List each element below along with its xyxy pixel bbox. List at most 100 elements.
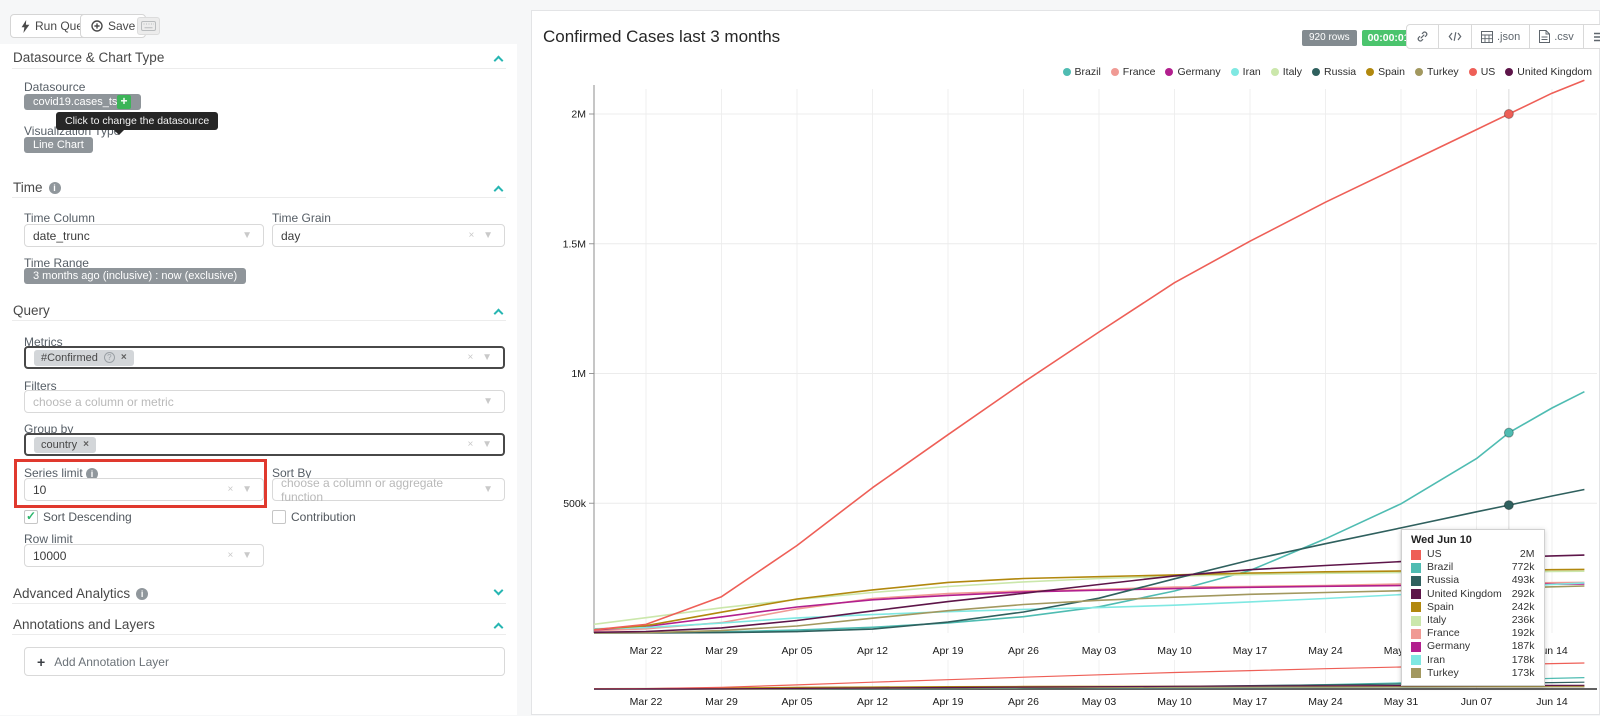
groupby-chip[interactable]: country × [34, 436, 96, 453]
time-grain-label: Time Grain [272, 211, 331, 225]
clear-and-chevron-icons[interactable]: × ▼ [227, 484, 255, 495]
metric-chip-label: #Confirmed [41, 351, 98, 364]
time-range-label: Time Range [24, 256, 89, 270]
legend-item-United Kingdom[interactable]: United Kingdom [1505, 66, 1592, 78]
time-grain-select[interactable]: day × ▼ [272, 224, 505, 247]
chevron-down-icon: ▼ [242, 230, 255, 241]
series-limit-select[interactable]: 10 × ▼ [24, 478, 264, 501]
legend-item-Spain[interactable]: Spain [1366, 66, 1405, 78]
legend-label: France [1122, 66, 1156, 78]
legend-item-Russia[interactable]: Russia [1312, 66, 1356, 78]
time-range-chip[interactable]: 3 months ago (inclusive) : now (exclusiv… [24, 268, 247, 284]
tooltip-color-swatch [1411, 642, 1421, 653]
legend-item-Italy[interactable]: Italy [1270, 66, 1303, 78]
tooltip-series-name: United Kingdom [1427, 587, 1502, 600]
chart-legend: Brazil France Germany Iran Italy Russia Spain T… [1062, 66, 1592, 78]
clear-and-chevron-icons[interactable]: × ▼ [467, 352, 495, 363]
groupby-select[interactable]: country × × ▼ [24, 433, 505, 456]
row-limit-label: Row limit [24, 532, 73, 546]
chevron-down-icon: ▼ [483, 396, 496, 407]
remove-icon[interactable]: × [83, 439, 89, 450]
tooltip-date: Wed Jun 10 [1411, 534, 1472, 546]
divider [12, 68, 506, 69]
tooltip-row: Italy 236k [1411, 614, 1535, 627]
legend-item-Germany[interactable]: Germany [1165, 66, 1221, 78]
code-icon [1448, 32, 1462, 41]
question-mark-icon: ? [103, 352, 115, 363]
sort-descending-checkbox[interactable] [24, 509, 38, 524]
tooltip-series-value: 772k [1511, 561, 1535, 574]
json-button-label: .json [1497, 30, 1521, 43]
context-x-axis-label: Mar 29 [705, 696, 738, 708]
row-limit-select[interactable]: 10000 × ▼ [24, 544, 264, 567]
time-column-label: Time Column [24, 211, 95, 225]
section-annotations-title[interactable]: Annotations and Layers [13, 617, 155, 632]
plus-icon: + [37, 653, 46, 670]
legend-label: United Kingdom [1517, 66, 1592, 78]
x-axis-label: May 17 [1233, 645, 1268, 657]
series-line-Russia[interactable] [571, 488, 1585, 634]
tooltip-series-name: Brazil [1427, 561, 1454, 574]
legend-dot [1230, 68, 1239, 76]
hover-dot-Brazil [1503, 427, 1514, 438]
metric-chip[interactable]: #Confirmed ? × [34, 349, 134, 366]
legend-dot [1062, 68, 1071, 76]
section-advanced-title[interactable]: Advanced Analytics i [13, 586, 149, 601]
viz-type-chip[interactable]: Line Chart [24, 137, 93, 153]
csv-button-label: .csv [1554, 30, 1574, 43]
context-x-axis-label: May 31 [1384, 696, 1419, 708]
add-annotation-layer-button[interactable]: + Add Annotation Layer [24, 647, 505, 676]
datasource-chip[interactable]: covid19.cases_ts ▼ [24, 94, 142, 110]
clear-and-chevron-icons[interactable]: × ▼ [467, 439, 495, 450]
tooltip-series-name: Germany [1427, 640, 1471, 653]
divider [12, 603, 506, 604]
legend-item-Turkey[interactable]: Turkey [1414, 66, 1459, 78]
tooltip-series-name: Spain [1427, 600, 1454, 613]
add-datasource-button[interactable]: + [117, 95, 131, 109]
legend-item-Brazil[interactable]: Brazil [1062, 66, 1101, 78]
divider [12, 320, 506, 321]
section-query-title[interactable]: Query [13, 303, 50, 318]
remove-icon[interactable]: × [120, 352, 127, 363]
tooltip-row: Spain 242k [1411, 601, 1535, 614]
filters-select[interactable]: choose a column or metric ▼ [24, 390, 505, 413]
section-time-title[interactable]: Time i [13, 180, 61, 195]
tooltip-series-value: 178k [1511, 653, 1535, 666]
context-x-axis-label: Apr 19 [933, 696, 964, 708]
link-icon [1417, 31, 1428, 42]
legend-item-France[interactable]: France [1110, 66, 1156, 78]
metrics-select[interactable]: #Confirmed ? × × ▼ [24, 346, 505, 369]
legend-dot [1165, 68, 1174, 76]
legend-item-Iran[interactable]: Iran [1230, 66, 1261, 78]
groupby-chip-label: country [41, 438, 78, 451]
tooltip-color-swatch [1411, 615, 1421, 626]
legend-label: Italy [1282, 66, 1303, 78]
tooltip-color-swatch [1411, 668, 1421, 679]
legend-dot [1366, 68, 1375, 76]
context-x-axis-label: Apr 05 [782, 696, 813, 708]
save-button[interactable]: Save [80, 14, 147, 38]
chart-menu-button[interactable] [1582, 24, 1600, 49]
tooltip-series-name: Italy [1427, 614, 1447, 627]
chart-title: Confirmed Cases last 3 months [543, 27, 781, 46]
keyboard-shortcuts-icon[interactable] [137, 17, 160, 35]
context-x-axis-label: Apr 12 [857, 696, 888, 708]
x-axis-label: May 24 [1308, 645, 1343, 657]
contribution-checkbox[interactable] [272, 510, 286, 524]
embed-code-button[interactable] [1438, 24, 1472, 49]
section-datasource-title[interactable]: Datasource & Chart Type [13, 50, 164, 65]
clear-and-chevron-icons[interactable]: × ▼ [227, 550, 255, 561]
sortby-label: Sort By [272, 466, 312, 480]
clear-and-chevron-icons[interactable]: × ▼ [468, 230, 496, 241]
series-line-US[interactable] [571, 79, 1585, 632]
filters-label: Filters [24, 379, 57, 393]
tooltip-series-value: 292k [1511, 587, 1535, 600]
sortby-select[interactable]: choose a column or aggregate function ▼ [272, 476, 505, 504]
tooltip-row: Germany 187k [1411, 640, 1535, 653]
legend-item-US[interactable]: US [1468, 66, 1495, 78]
info-icon: i [48, 181, 61, 194]
export-csv-button[interactable]: .csv [1529, 24, 1584, 49]
info-icon: i [86, 468, 99, 480]
export-button-group: .json .csv [1406, 24, 1600, 49]
time-column-select[interactable]: date_trunc ▼ [24, 224, 264, 247]
